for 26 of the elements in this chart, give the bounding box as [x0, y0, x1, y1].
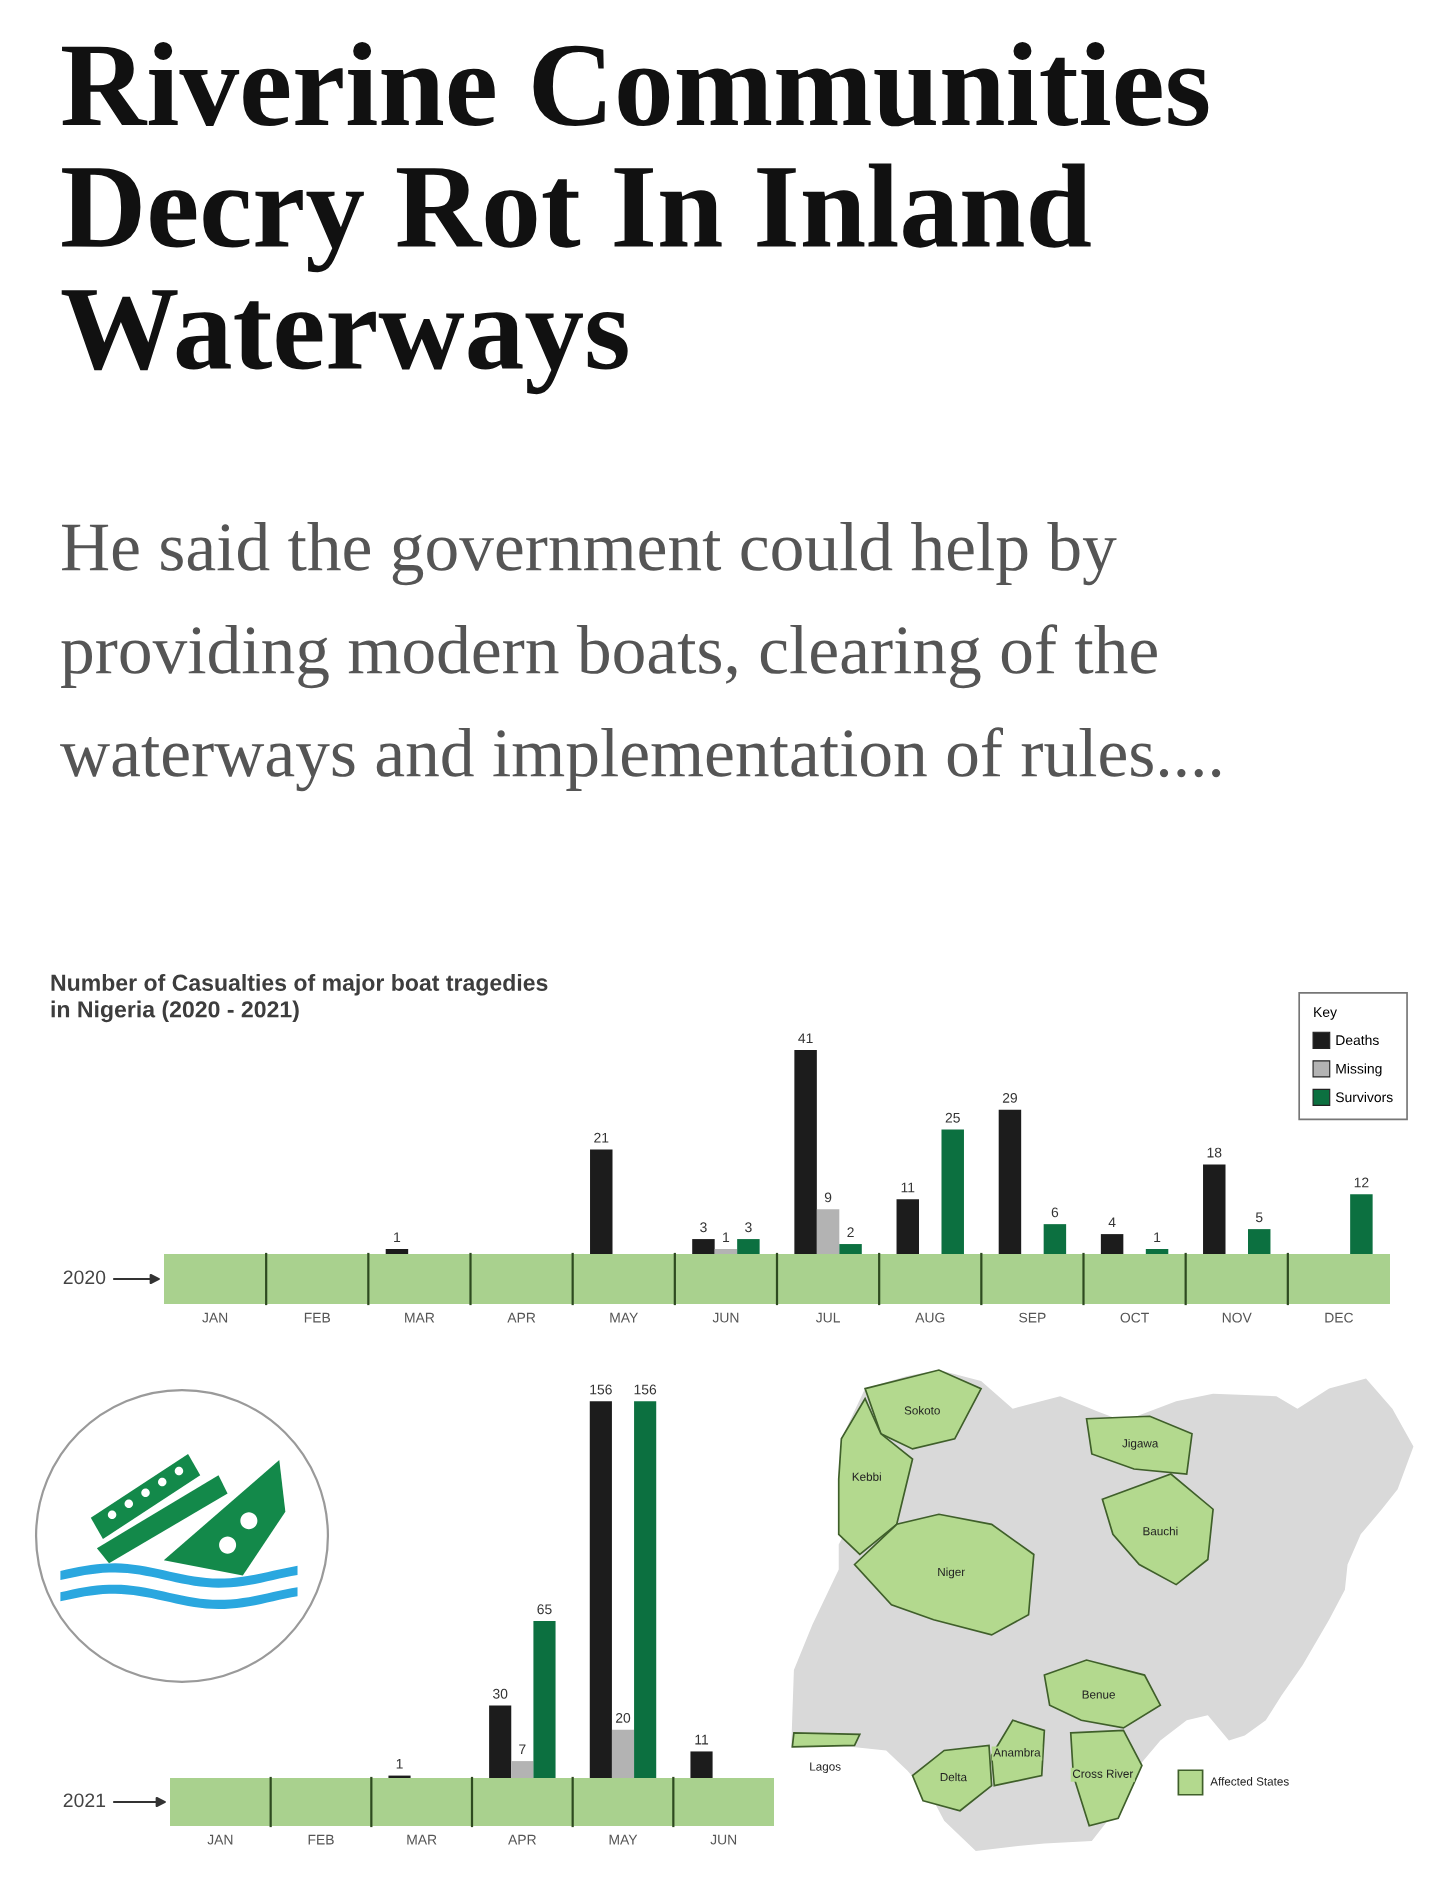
chart-title: Riverine Communities Decry Rot In Inland Waterways: [61, 42, 1209, 395]
bar: [737, 1239, 760, 1254]
bar: [1203, 1164, 1226, 1254]
bar: [941, 1129, 964, 1254]
text: Number of Casualties of major boat tragedies in Nigeria (2020 - 2021): [51, 974, 548, 1023]
bar: [690, 1751, 713, 1778]
bar: [1100, 1234, 1124, 1254]
bar: [489, 1705, 512, 1778]
bar: [794, 1049, 817, 1254]
bar: [839, 1244, 862, 1254]
bar: [896, 1199, 920, 1254]
y-axis-title: 2020: [63, 1270, 106, 1285]
bar: [590, 1149, 613, 1254]
bar: [611, 1729, 635, 1778]
bar: [692, 1239, 715, 1254]
bar: [533, 1621, 556, 1778]
bar: [816, 1209, 840, 1254]
bar: [634, 1401, 657, 1778]
bar: [998, 1109, 1022, 1254]
bar: [1350, 1194, 1373, 1254]
bar: [511, 1761, 534, 1778]
bar: [589, 1401, 612, 1778]
chart-subtitle: He said the government could help by providing modern boats, clearing of the waterways and implementation of rules....: [60, 522, 1221, 792]
bar: [1247, 1229, 1271, 1254]
bar: [1043, 1224, 1067, 1254]
y-axis-title: 2021: [63, 1793, 106, 1808]
